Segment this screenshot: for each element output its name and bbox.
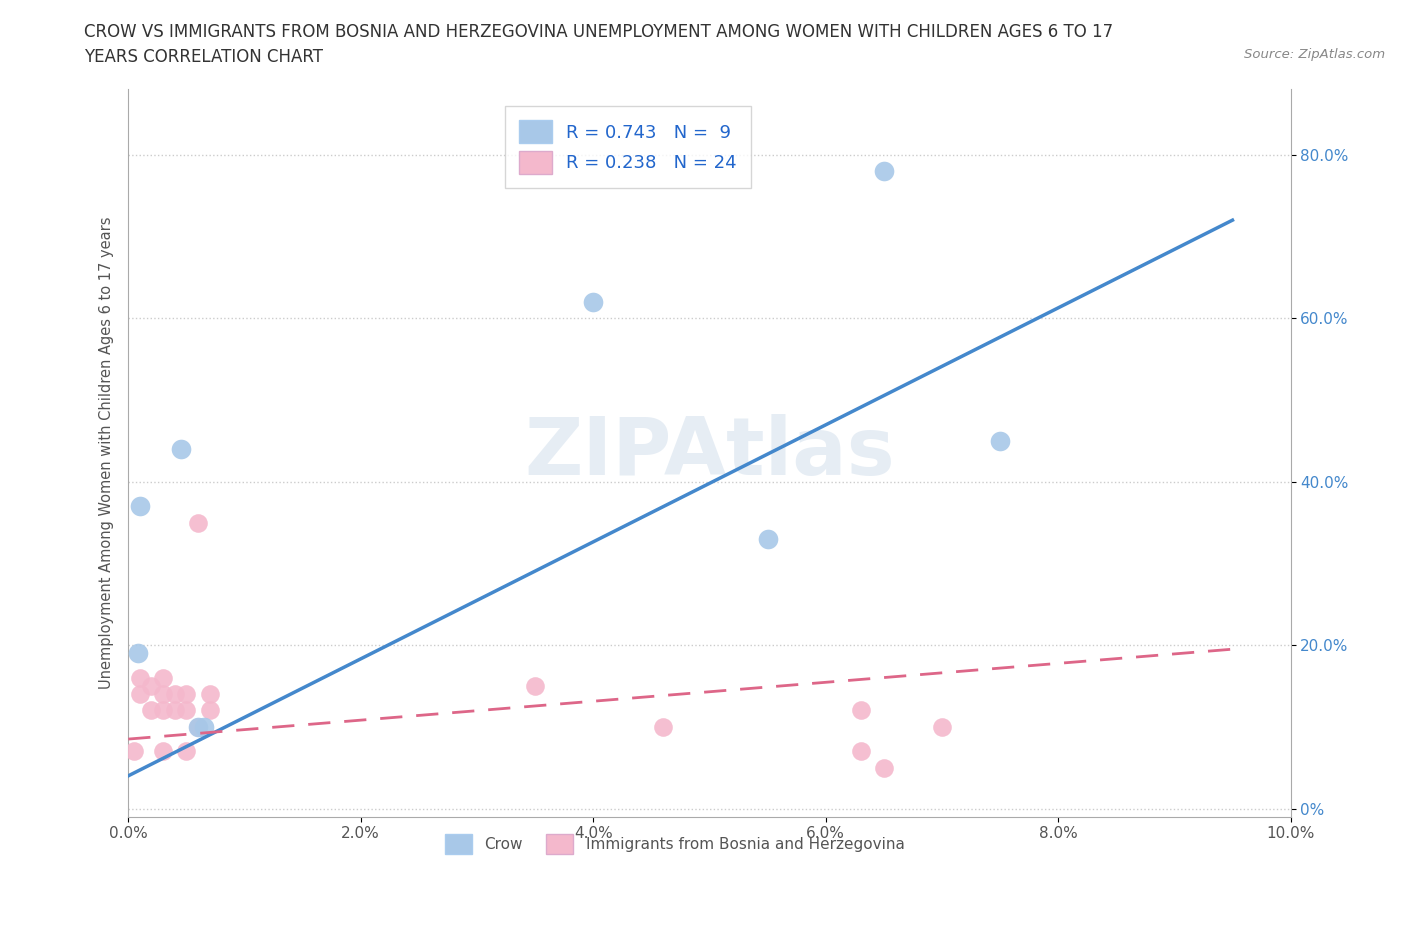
- Point: [187, 720, 209, 735]
- Point: [198, 703, 221, 718]
- Point: [127, 645, 149, 660]
- Point: [169, 442, 191, 457]
- Point: [652, 720, 675, 735]
- Y-axis label: Unemployment Among Women with Children Ages 6 to 17 years: Unemployment Among Women with Children A…: [100, 217, 114, 689]
- Point: [849, 744, 872, 759]
- Text: CROW VS IMMIGRANTS FROM BOSNIA AND HERZEGOVINA UNEMPLOYMENT AMONG WOMEN WITH CHI: CROW VS IMMIGRANTS FROM BOSNIA AND HERZE…: [84, 23, 1114, 41]
- Point: [187, 515, 209, 530]
- Point: [524, 679, 547, 694]
- Point: [141, 703, 163, 718]
- Point: [873, 760, 896, 775]
- Point: [198, 686, 221, 701]
- Point: [128, 671, 150, 685]
- Point: [122, 744, 145, 759]
- Point: [176, 686, 198, 701]
- Point: [163, 703, 186, 718]
- Point: [756, 531, 779, 546]
- Text: YEARS CORRELATION CHART: YEARS CORRELATION CHART: [84, 48, 323, 66]
- Point: [128, 498, 150, 513]
- Point: [176, 744, 198, 759]
- Point: [128, 686, 150, 701]
- Point: [849, 703, 872, 718]
- Point: [152, 671, 174, 685]
- Text: Source: ZipAtlas.com: Source: ZipAtlas.com: [1244, 48, 1385, 61]
- Point: [141, 679, 163, 694]
- Point: [152, 686, 174, 701]
- Point: [873, 164, 896, 179]
- Point: [152, 744, 174, 759]
- Point: [193, 720, 215, 735]
- Point: [931, 720, 953, 735]
- Point: [176, 703, 198, 718]
- Point: [187, 720, 209, 735]
- Point: [988, 433, 1011, 448]
- Text: ZIPAtlas: ZIPAtlas: [524, 414, 894, 492]
- Point: [163, 686, 186, 701]
- Point: [152, 703, 174, 718]
- Legend: Crow, Immigrants from Bosnia and Herzegovina: Crow, Immigrants from Bosnia and Herzego…: [439, 828, 911, 860]
- Point: [582, 295, 605, 310]
